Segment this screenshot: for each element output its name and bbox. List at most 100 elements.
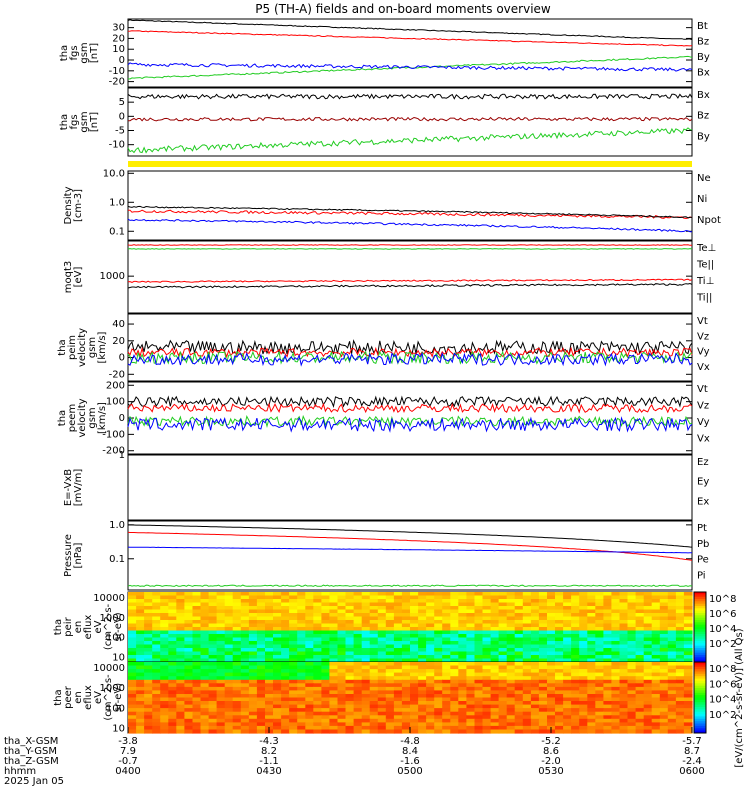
heatmap-cell: [313, 694, 322, 699]
y-tick-label: -20: [109, 77, 125, 88]
heatmap-cell: [152, 616, 161, 621]
heatmap-cell: [216, 627, 226, 632]
panel-frame: [127, 18, 693, 88]
heatmap-cell: [643, 620, 653, 625]
heatmap-cell: [248, 718, 258, 723]
heatmap-cell: [168, 651, 177, 656]
heatmap-cell: [305, 627, 314, 632]
heatmap-cell: [281, 683, 290, 688]
y-tick-label: -5: [115, 126, 125, 137]
heatmap-cell: [498, 606, 508, 611]
heatmap-cell: [466, 637, 476, 642]
heatmap-cell: [587, 722, 596, 727]
heatmap-cell: [337, 627, 347, 632]
heatmap-cell: [434, 651, 443, 656]
heatmap-cell: [369, 686, 379, 691]
heatmap-cell: [603, 616, 613, 621]
heatmap-cell: [611, 718, 621, 723]
heatmap-cell: [651, 620, 661, 625]
heatmap-cell: [651, 630, 661, 635]
heatmap-cell: [530, 711, 540, 716]
heatmap-cell: [345, 623, 355, 628]
heatmap-cell: [627, 613, 637, 618]
heatmap-cell: [216, 609, 226, 614]
heatmap-cell: [377, 613, 387, 618]
heatmap-cell: [208, 627, 218, 632]
heatmap-cell: [643, 715, 653, 720]
heatmap-cell: [232, 729, 242, 734]
heatmap-cell: [152, 669, 161, 674]
heatmap-cell: [450, 627, 459, 632]
heatmap-cell: [514, 595, 524, 600]
heatmap-cell: [426, 690, 435, 695]
y-axis-label: sr-eV): [113, 612, 124, 641]
heatmap-cell: [337, 669, 347, 674]
heatmap-cell: [474, 683, 484, 688]
colorbar-cell: [694, 716, 706, 720]
heatmap-cell: [353, 672, 363, 677]
heatmap-cell: [313, 630, 322, 635]
heatmap-cell: [305, 623, 314, 628]
heatmap-cell: [667, 715, 677, 720]
heatmap-cell: [595, 662, 604, 667]
heatmap-cell: [530, 665, 540, 670]
legend-Ey: Ey: [697, 477, 709, 488]
heatmap-cell: [651, 704, 661, 709]
heatmap-cell: [208, 655, 218, 660]
heatmap-cell: [281, 606, 290, 611]
x-tick-label: -4.3: [259, 736, 279, 747]
heatmap-cell: [587, 609, 596, 614]
heatmap-cell: [208, 592, 218, 597]
heatmap-cell: [369, 729, 379, 734]
heatmap-cell: [361, 651, 371, 656]
heatmap-cell: [635, 672, 645, 677]
legend-Npot: Npot: [697, 215, 721, 226]
heatmap-cell: [498, 704, 508, 709]
colorbar-cell: [694, 634, 706, 637]
heatmap-cell: [675, 694, 685, 699]
heatmap-cell: [248, 729, 258, 734]
heatmap-cell: [184, 715, 194, 720]
heatmap-cell: [224, 669, 234, 674]
heatmap-cell: [321, 729, 331, 734]
heatmap-cell: [643, 665, 653, 670]
heatmap-cell: [514, 655, 524, 660]
heatmap-cell: [490, 658, 500, 663]
heatmap-cell: [232, 679, 242, 684]
heatmap-cell: [128, 637, 137, 642]
legend-Vx: Vx: [697, 434, 710, 445]
heatmap-cell: [289, 620, 298, 625]
heatmap-cell: [450, 690, 459, 695]
heatmap-cell: [587, 694, 596, 699]
heatmap-cell: [321, 655, 331, 660]
heatmap-cell: [248, 676, 258, 681]
heatmap-cell: [627, 599, 637, 604]
heatmap-cell: [273, 662, 282, 667]
heatmap-cell: [426, 641, 435, 646]
heatmap-cell: [321, 627, 331, 632]
heatmap-cell: [160, 662, 169, 667]
heatmap-cell: [248, 651, 258, 656]
heatmap-cell: [256, 683, 266, 688]
heatmap-cell: [401, 606, 411, 611]
heatmap-cell: [450, 711, 459, 716]
heatmap-cell: [176, 694, 185, 699]
heatmap-cell: [579, 694, 588, 699]
heatmap-cell: [369, 701, 379, 706]
heatmap-cell: [635, 679, 645, 684]
heatmap-cell: [208, 637, 218, 642]
heatmap-cell: [232, 708, 242, 713]
heatmap-cell: [555, 620, 564, 625]
legend-Vz: Vz: [697, 331, 709, 342]
heatmap-cell: [651, 686, 661, 691]
y-axis-label: tha: [59, 45, 70, 61]
heatmap-cell: [611, 662, 621, 667]
heatmap-cell: [321, 711, 331, 716]
heatmap-cell: [538, 658, 548, 663]
heatmap-cell: [192, 676, 202, 681]
heatmap-cell: [168, 686, 177, 691]
heatmap-cell: [538, 729, 548, 734]
heatmap-cell: [579, 620, 588, 625]
heatmap-cell: [128, 711, 137, 716]
